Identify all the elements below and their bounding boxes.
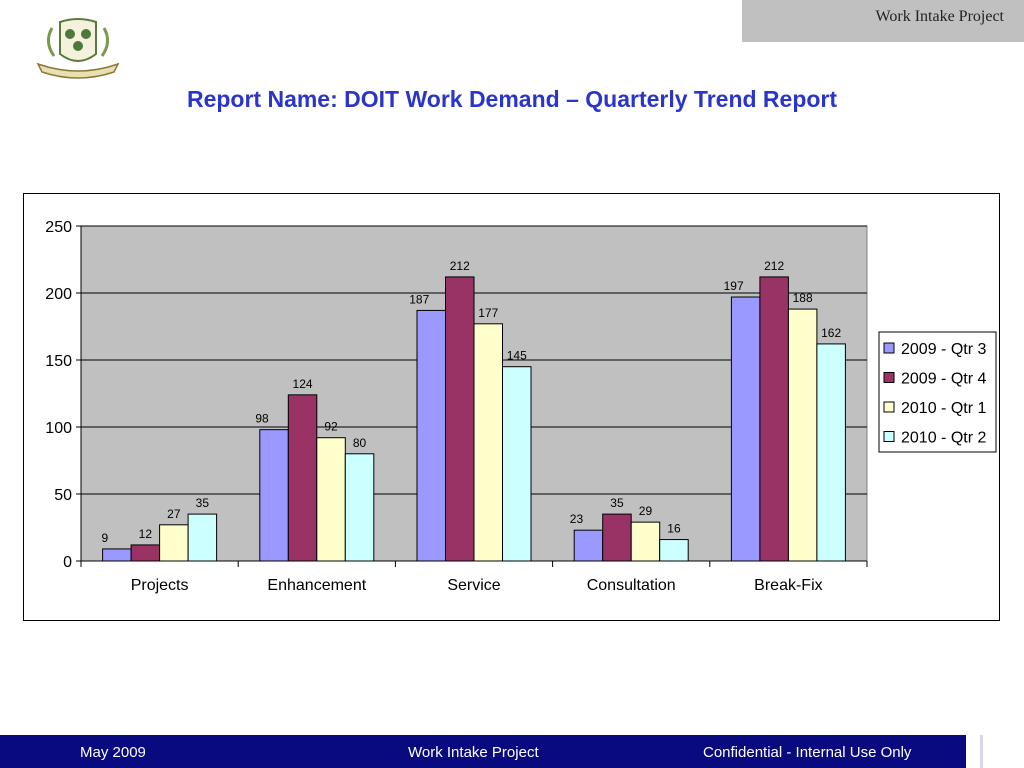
data-label: 98 bbox=[255, 412, 269, 426]
bar bbox=[416, 309, 446, 562]
data-label: 27 bbox=[167, 507, 181, 521]
bar bbox=[344, 453, 375, 562]
data-label: 16 bbox=[667, 522, 681, 536]
data-label: 92 bbox=[324, 420, 338, 434]
bar bbox=[473, 323, 503, 562]
data-label: 80 bbox=[353, 436, 367, 450]
data-label: 29 bbox=[639, 504, 653, 518]
data-label: 212 bbox=[450, 259, 470, 273]
bar bbox=[187, 513, 218, 562]
header-tab: Work Intake Project bbox=[742, 0, 1024, 42]
data-label: 12 bbox=[139, 527, 153, 541]
y-tick-label: 0 bbox=[63, 554, 72, 571]
bar bbox=[130, 544, 161, 562]
bar bbox=[502, 366, 532, 562]
bar bbox=[159, 524, 189, 562]
bar-chart: 0 50 100 150 200 250 Projects 9 12 27 35 Enhancemen… bbox=[45, 219, 997, 594]
bar bbox=[602, 513, 632, 562]
data-label: 177 bbox=[478, 306, 498, 320]
bar bbox=[287, 394, 318, 562]
data-label: 162 bbox=[821, 326, 841, 340]
legend-swatch bbox=[883, 401, 895, 413]
y-tick-label: 150 bbox=[45, 353, 72, 370]
legend-box bbox=[878, 331, 997, 453]
data-label: 197 bbox=[724, 279, 744, 293]
data-label: 23 bbox=[570, 512, 584, 526]
x-tick-label: Service bbox=[447, 577, 500, 594]
bar bbox=[316, 437, 346, 562]
legend-label: 2010 - Qtr 2 bbox=[901, 430, 986, 447]
bar bbox=[259, 429, 289, 562]
footer-confidential: Confidential - Internal Use Only bbox=[703, 744, 912, 761]
bar bbox=[630, 521, 661, 562]
data-label: 187 bbox=[409, 292, 429, 306]
footer-date: May 2009 bbox=[80, 744, 146, 761]
bar bbox=[759, 276, 789, 562]
footer-bar: May 2009 Work Intake Project Confidentia… bbox=[0, 735, 966, 768]
x-tick-label: Projects bbox=[131, 577, 189, 594]
bar bbox=[102, 548, 132, 562]
x-tick-label: Break-Fix bbox=[754, 577, 822, 594]
header-tab-label: Work Intake Project bbox=[875, 8, 1004, 25]
legend-label: 2010 - Qtr 1 bbox=[901, 400, 986, 417]
footer-divider bbox=[980, 735, 983, 768]
x-tick-label: Enhancement bbox=[267, 577, 366, 594]
bar bbox=[730, 296, 761, 562]
data-label: 124 bbox=[293, 377, 313, 391]
legend-label: 2009 - Qtr 3 bbox=[901, 341, 986, 358]
footer-project: Work Intake Project bbox=[408, 744, 539, 761]
bar bbox=[445, 276, 475, 562]
chart-frame: 0 50 100 150 200 250 Projects 9 12 27 35 Enhancemen… bbox=[23, 193, 1000, 621]
bar bbox=[573, 529, 604, 562]
data-label: 212 bbox=[764, 259, 784, 273]
state-seal-logo bbox=[30, 14, 126, 86]
y-tick-label: 200 bbox=[45, 286, 72, 303]
legend-swatch bbox=[883, 342, 895, 354]
data-label: 9 bbox=[102, 531, 109, 545]
bar bbox=[659, 539, 689, 562]
legend-swatch bbox=[883, 431, 895, 442]
x-tick-label: Consultation bbox=[587, 577, 676, 594]
data-label: 35 bbox=[196, 496, 210, 510]
y-tick-label: 50 bbox=[54, 487, 72, 504]
legend-label: 2009 - Qtr 4 bbox=[901, 371, 986, 388]
y-tick-label: 250 bbox=[45, 219, 72, 236]
bar bbox=[816, 343, 846, 562]
report-title: Report Name: DOIT Work Demand – Quarterl… bbox=[186, 86, 838, 112]
legend-swatch bbox=[883, 372, 895, 383]
bar bbox=[787, 308, 818, 562]
data-label: 188 bbox=[793, 291, 813, 305]
data-label: 35 bbox=[610, 496, 624, 510]
y-tick-label: 100 bbox=[45, 420, 72, 437]
data-label: 145 bbox=[507, 349, 527, 363]
